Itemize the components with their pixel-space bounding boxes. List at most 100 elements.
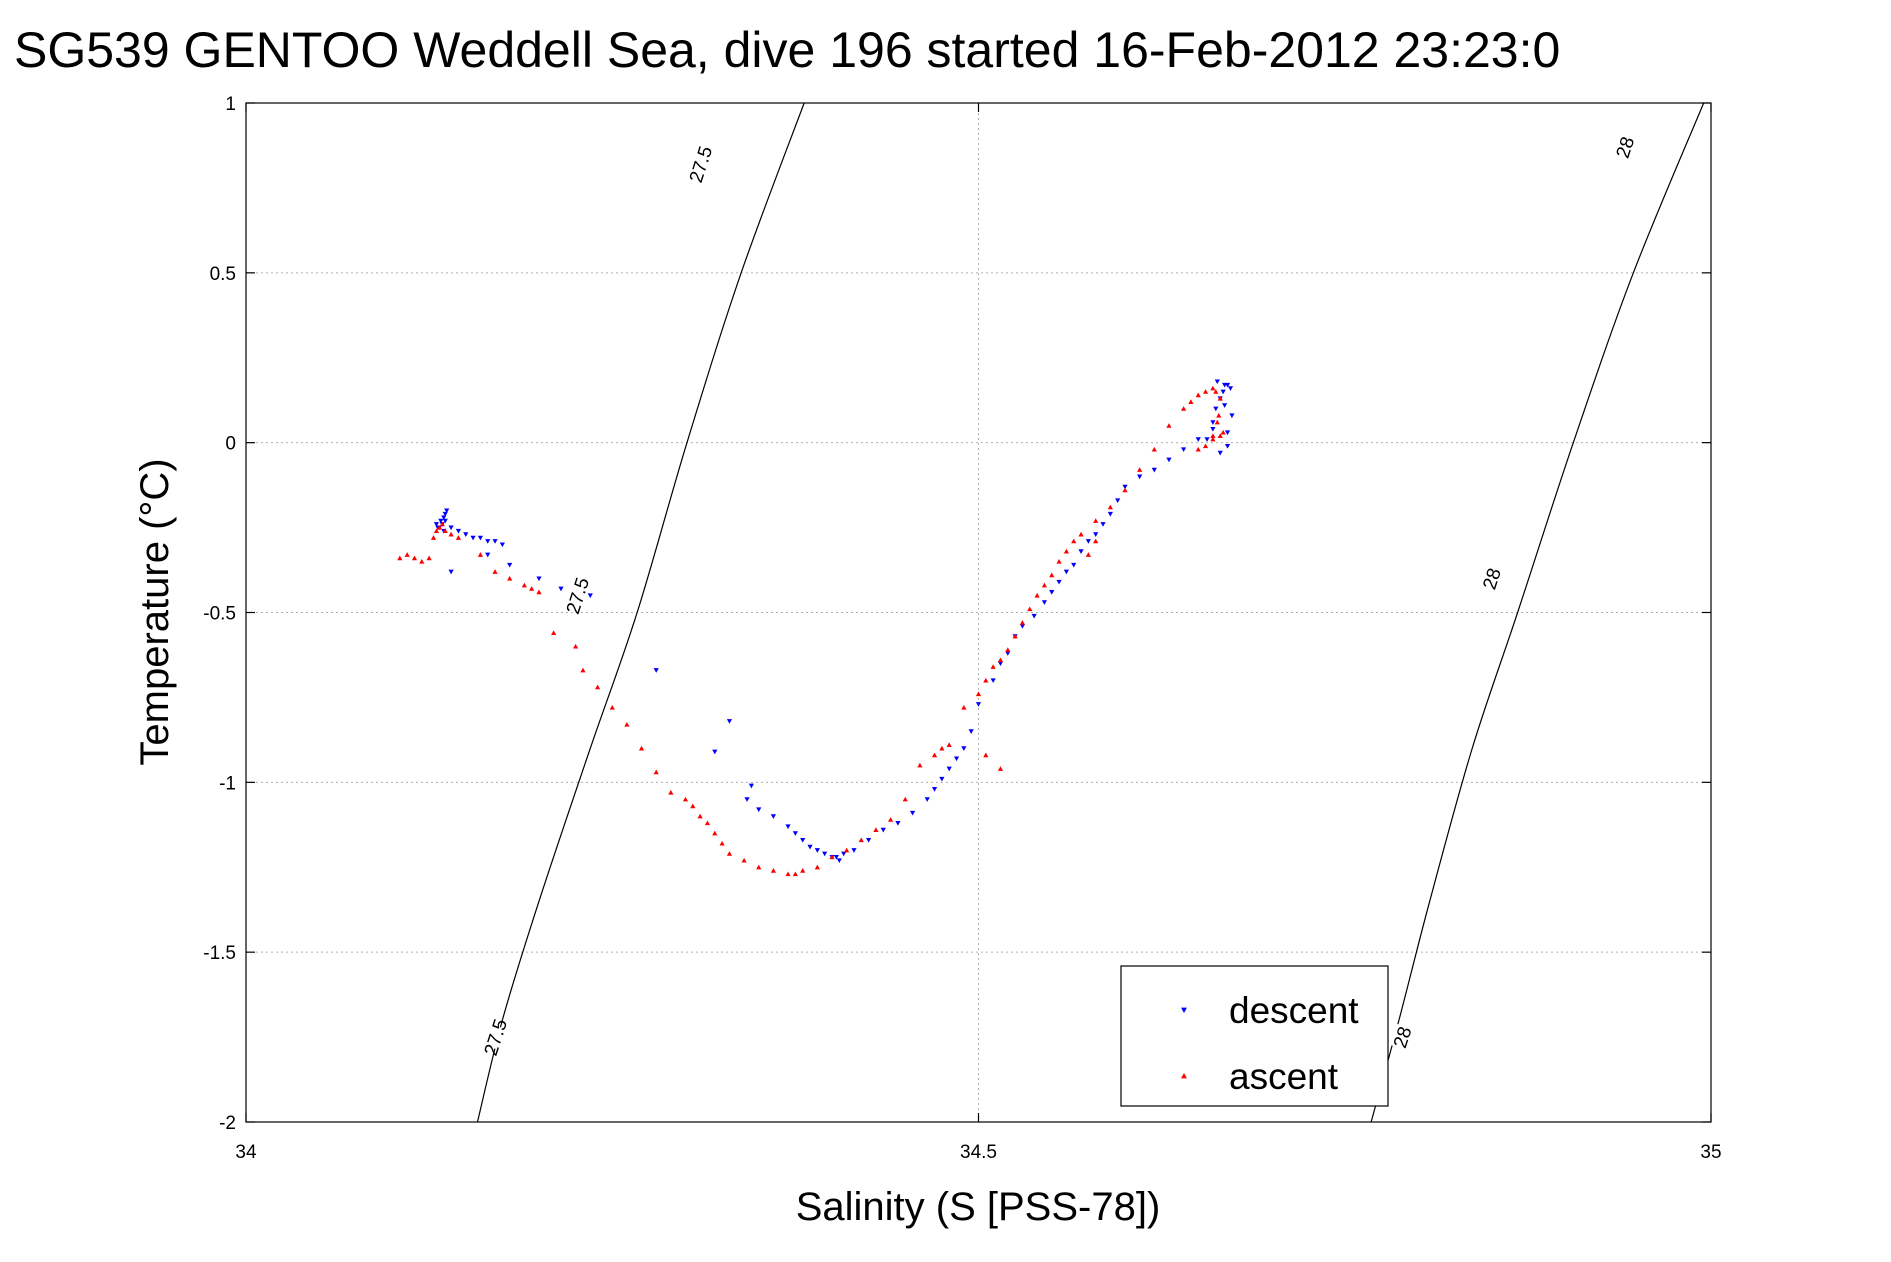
descent-point [822,851,828,857]
descent-point [1214,379,1220,385]
descent-point [485,552,491,558]
descent-point [441,515,447,520]
ascent-point [1210,436,1216,442]
descent-point [1224,430,1231,436]
descent-point [1166,457,1172,463]
descent-point [1227,386,1234,391]
y-tick-label: -0.5 [203,604,236,625]
ascent-point [844,847,850,853]
y-tick-label: 0 [225,434,236,455]
descent-point [1210,420,1216,425]
descent-point [851,848,857,853]
contour-label-gap [1598,129,1651,166]
descent-point [800,837,806,843]
y-axis-label: Temperature (°C) [133,458,177,765]
ascent-point [858,837,864,843]
descent-point [433,522,440,527]
ascent-point [536,589,542,595]
x-axis-label: Salinity (S [PSS-78]) [796,1185,1161,1229]
descent-point [744,797,750,802]
ascent-point [404,552,410,557]
ascent-point [411,555,418,561]
density-contour-line [1370,102,1705,1123]
descent-point [997,661,1004,667]
descent-point [485,539,491,544]
x-tick-label: 34.5 [960,1142,997,1163]
descent-point [770,814,776,819]
ascent-point [1019,620,1026,625]
descent-point [653,668,659,673]
ascent-point [1093,538,1099,544]
ascent-point [697,813,703,819]
ascent-point [1214,419,1220,425]
contour-label-gap [673,146,727,182]
descent-point [807,844,813,850]
ascent-point [1151,446,1157,452]
descent-point [833,854,839,860]
descent-point [1122,484,1128,490]
legend-box [1120,965,1389,1107]
ascent-point [946,742,952,748]
ascent-point [1216,412,1222,418]
density-contour-line [476,102,805,1123]
descent-point [939,776,945,782]
descent-point [1019,624,1026,629]
descent-point [1005,651,1011,656]
descent-point [442,511,448,517]
ascent-point [448,531,454,537]
descent-point [442,518,448,524]
ascent-point [1210,433,1216,438]
ascent-point [1005,647,1011,652]
y-tick-label: 1 [225,94,236,115]
ascent-point [917,762,923,768]
descent-point [444,508,450,514]
descent-point [1137,474,1143,480]
descent-point [587,593,593,599]
descent-point [953,756,960,762]
contour-label-gap [1465,560,1518,597]
contour-label-gap [1375,1019,1429,1055]
ascent-point [1107,504,1113,510]
ascent-point [442,528,448,534]
ascent-point [800,868,806,873]
descent-point [841,851,847,857]
ascent-point [397,555,403,561]
y-tick-label: -1.5 [203,943,236,964]
descent-point [1085,539,1091,544]
descent-point [1063,569,1069,575]
ascent-point [580,667,586,673]
ascent-point [1122,487,1128,493]
descent-point [1195,437,1201,442]
ascent-point [1063,548,1069,554]
descent-point [492,539,498,544]
descent-point [961,746,967,751]
descent-point [507,562,513,568]
ascent-point [521,582,527,588]
descent-point [946,766,952,772]
descent-point [448,569,454,575]
descent-point [1224,443,1231,449]
chart-title: SG539 GENTOO Weddell Sea, dive 196 start… [14,22,1560,78]
descent-point [1100,522,1106,527]
ascent-point [1188,399,1194,404]
ascent-point [1220,429,1226,435]
descent-point [1041,600,1048,605]
descent-point [1093,532,1099,537]
ascent-point [873,827,879,832]
ascent-point [1217,395,1223,401]
descent-point [536,576,542,582]
descent-point [756,807,762,813]
ascent-point [1202,389,1209,394]
descent-point [1151,467,1157,473]
ascent-point [507,575,513,581]
descent-point [477,535,483,541]
ascent-point [719,840,725,846]
descent-point [1115,498,1121,504]
ascent-point [430,535,437,540]
descent-point [1217,450,1223,456]
descent-point [455,528,462,534]
ascent-point [1093,518,1099,523]
ascent-point [436,524,442,530]
